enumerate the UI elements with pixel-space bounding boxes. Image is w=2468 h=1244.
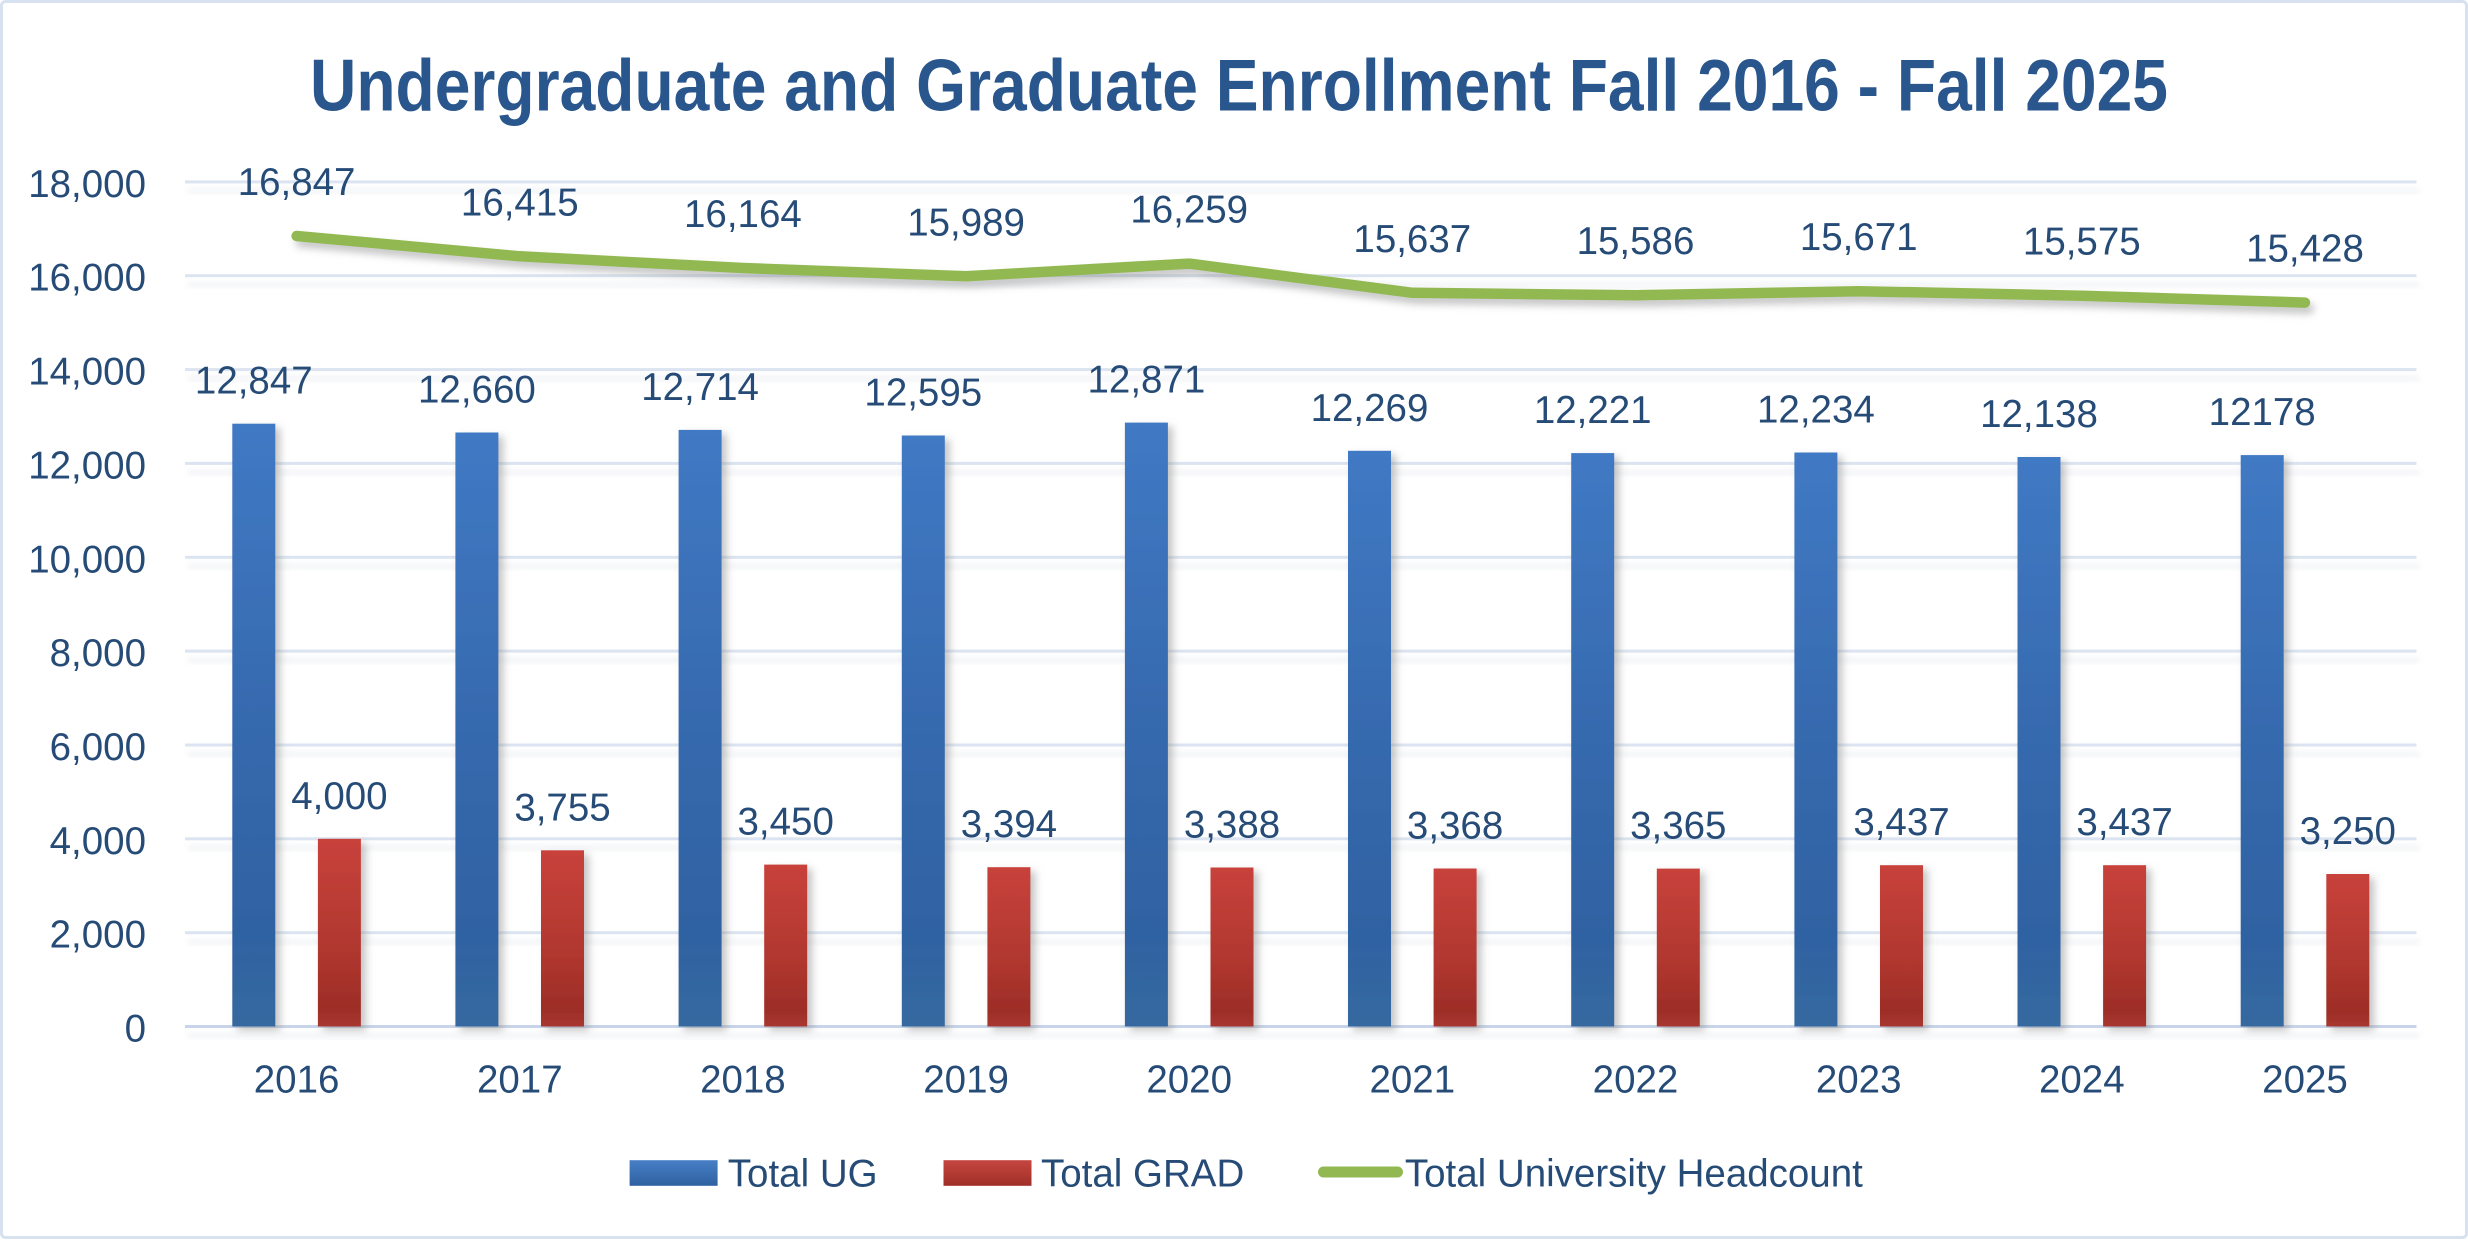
- svg-text:2018: 2018: [700, 1059, 786, 1102]
- svg-text:12,221: 12,221: [1534, 389, 1652, 432]
- svg-text:16,415: 16,415: [461, 181, 579, 224]
- svg-text:14,000: 14,000: [28, 351, 146, 394]
- svg-text:2025: 2025: [2262, 1059, 2348, 1102]
- svg-text:12,138: 12,138: [1980, 393, 2098, 436]
- svg-text:2021: 2021: [1369, 1059, 1455, 1102]
- svg-text:3,368: 3,368: [1407, 805, 1503, 848]
- svg-text:16,164: 16,164: [684, 193, 802, 236]
- svg-text:12,660: 12,660: [418, 369, 536, 412]
- svg-text:2022: 2022: [1593, 1059, 1679, 1102]
- svg-text:2017: 2017: [477, 1059, 563, 1102]
- svg-text:Total University Headcount: Total University Headcount: [1405, 1152, 1863, 1195]
- svg-text:2020: 2020: [1146, 1059, 1232, 1102]
- svg-text:3,388: 3,388: [1184, 804, 1280, 847]
- svg-text:12,595: 12,595: [864, 372, 982, 415]
- svg-text:3,755: 3,755: [514, 786, 610, 829]
- svg-text:12,269: 12,269: [1311, 387, 1429, 430]
- svg-text:Undergraduate and Graduate Enr: Undergraduate and Graduate Enrollment Fa…: [310, 46, 2168, 127]
- svg-text:16,259: 16,259: [1130, 189, 1248, 232]
- svg-text:12178: 12178: [2209, 391, 2316, 434]
- svg-text:15,671: 15,671: [1800, 216, 1918, 259]
- svg-text:2019: 2019: [923, 1059, 1009, 1102]
- svg-text:10,000: 10,000: [28, 538, 146, 581]
- svg-text:16,847: 16,847: [238, 161, 356, 204]
- svg-text:2024: 2024: [2039, 1059, 2125, 1102]
- svg-text:16,000: 16,000: [28, 257, 146, 300]
- svg-text:3,365: 3,365: [1630, 805, 1726, 848]
- svg-text:12,847: 12,847: [195, 360, 313, 403]
- svg-text:3,437: 3,437: [2076, 801, 2172, 844]
- svg-text:15,428: 15,428: [2246, 228, 2364, 271]
- svg-text:Total UG: Total UG: [728, 1152, 878, 1195]
- svg-text:3,437: 3,437: [1853, 801, 1949, 844]
- svg-text:12,871: 12,871: [1088, 359, 1206, 402]
- svg-text:12,234: 12,234: [1757, 389, 1875, 432]
- svg-text:15,989: 15,989: [907, 201, 1025, 244]
- svg-text:2,000: 2,000: [50, 914, 146, 957]
- svg-text:8,000: 8,000: [50, 632, 146, 675]
- svg-text:3,450: 3,450: [738, 801, 834, 844]
- svg-text:12,000: 12,000: [28, 444, 146, 487]
- svg-text:2016: 2016: [254, 1059, 340, 1102]
- svg-text:3,394: 3,394: [961, 803, 1057, 846]
- svg-text:2023: 2023: [1816, 1059, 1902, 1102]
- svg-text:18,000: 18,000: [28, 163, 146, 206]
- svg-text:4,000: 4,000: [291, 775, 387, 818]
- svg-text:3,250: 3,250: [2300, 810, 2396, 853]
- svg-text:0: 0: [125, 1008, 146, 1051]
- svg-text:Total GRAD: Total GRAD: [1041, 1152, 1244, 1195]
- svg-text:15,586: 15,586: [1577, 220, 1695, 263]
- svg-text:4,000: 4,000: [50, 820, 146, 863]
- svg-text:15,637: 15,637: [1353, 218, 1471, 261]
- svg-text:6,000: 6,000: [50, 726, 146, 769]
- svg-text:12,714: 12,714: [641, 366, 759, 409]
- svg-text:15,575: 15,575: [2023, 221, 2141, 264]
